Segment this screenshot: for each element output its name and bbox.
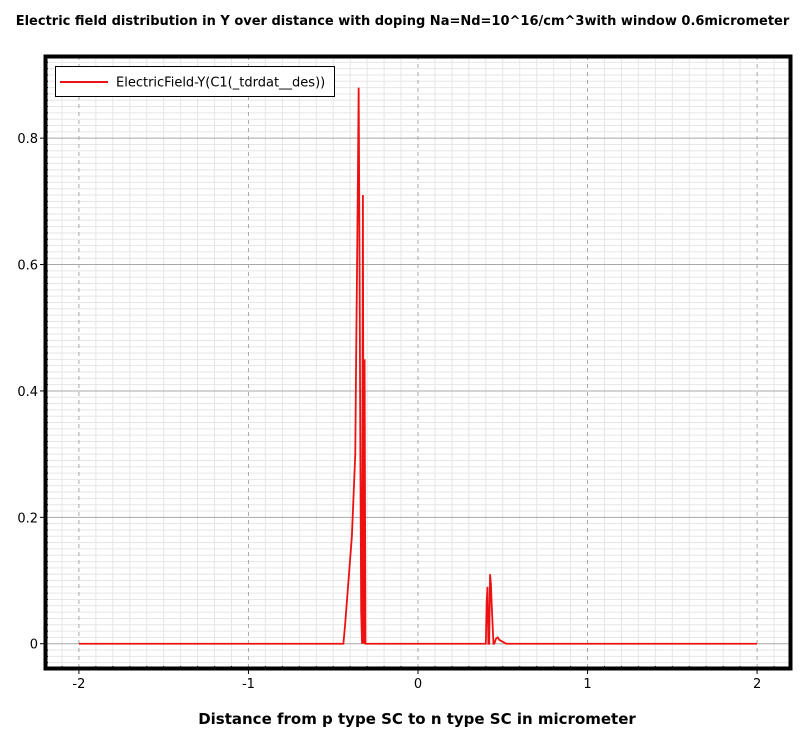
- series-line: [78, 87, 758, 645]
- series-layer: [78, 87, 758, 645]
- legend[interactable]: ElectricField-Y(C1(_tdrdat__des)): [55, 66, 335, 97]
- y-tick-label: 0: [30, 638, 38, 653]
- x-tick-label: 1: [583, 677, 591, 692]
- y-axis-ticks: 0 0.2 0.4 0.6 0.8: [17, 61, 48, 664]
- chart-title: Electric field distribution in Y over di…: [15, 14, 790, 29]
- x-tick-label: -2: [72, 677, 85, 692]
- x-axis-label: Distance from p type SC to n type SC in …: [198, 710, 636, 728]
- x-tick-label: 2: [753, 677, 761, 692]
- y-tick-label: 0.2: [17, 511, 38, 526]
- major-grid: [45, 56, 791, 669]
- y-tick-label: 0.4: [17, 385, 38, 400]
- legend-label: ElectricField-Y(C1(_tdrdat__des)): [116, 76, 325, 91]
- y-tick-label: 0.6: [17, 259, 38, 274]
- x-tick-label: -1: [242, 677, 255, 692]
- plot-frame: [43, 54, 793, 671]
- y-tick-label: 0.8: [17, 132, 38, 147]
- x-tick-label: 0: [414, 677, 422, 692]
